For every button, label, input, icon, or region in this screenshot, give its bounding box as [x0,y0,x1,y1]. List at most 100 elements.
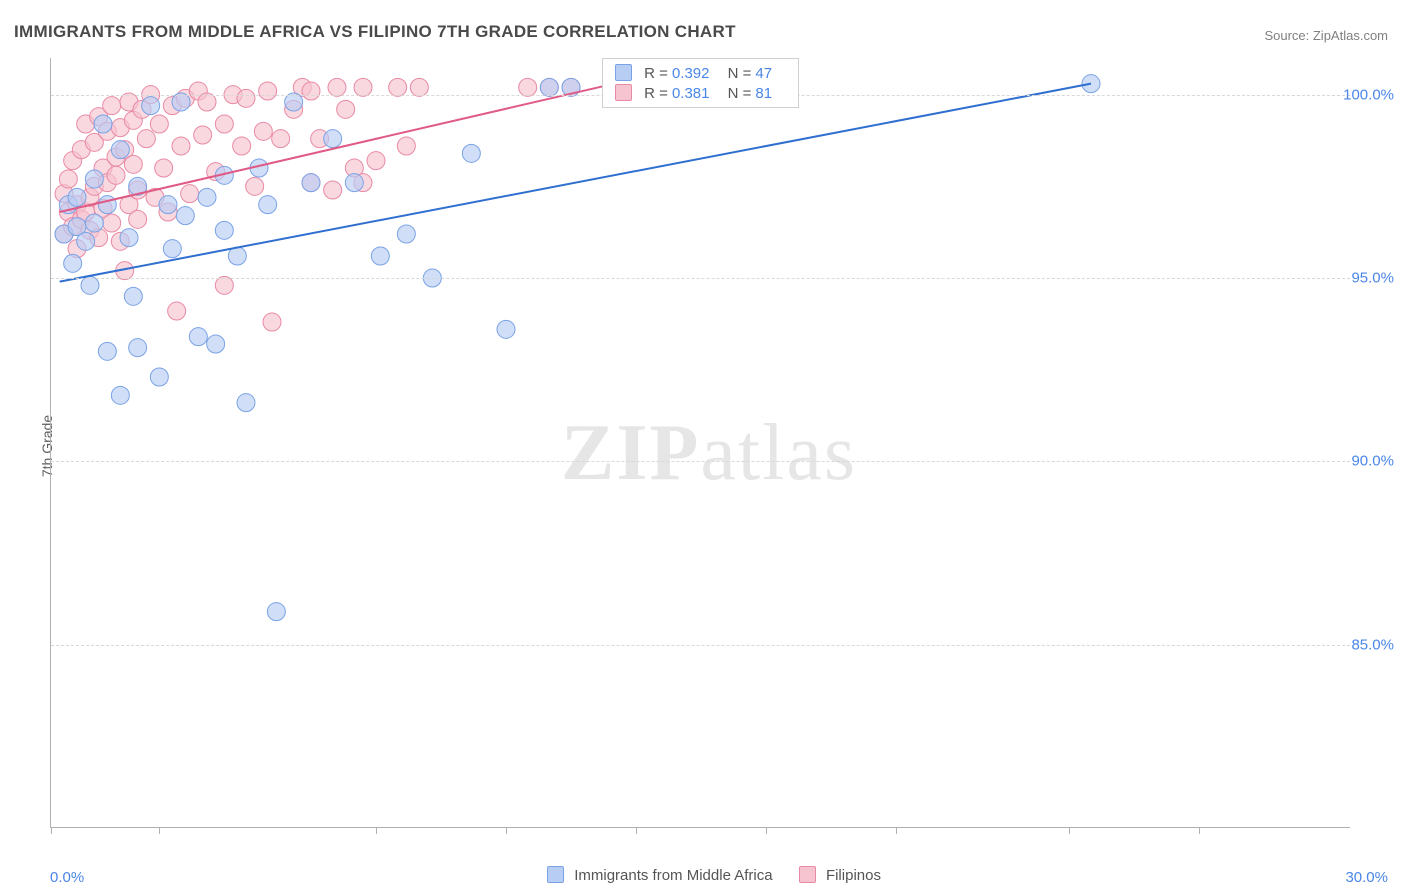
scatter-point-b [246,177,264,195]
scatter-point-a [129,339,147,357]
x-tick [896,827,897,834]
scatter-point-a [259,196,277,214]
x-tick [766,827,767,834]
x-tick [636,827,637,834]
stat-swatch [615,84,632,101]
scatter-point-a [142,97,160,115]
stat-row: R =0.381 N =81 [603,83,798,103]
x-tick [159,827,160,834]
scatter-point-a [77,232,95,250]
scatter-point-b [389,78,407,96]
y-tick-label: 95.0% [1351,270,1394,287]
scatter-point-b [215,276,233,294]
y-tick-label: 100.0% [1343,86,1394,103]
scatter-point-b [263,313,281,331]
stat-n-val: 81 [755,85,772,102]
scatter-point-b [337,100,355,118]
scatter-point-a [98,196,116,214]
scatter-point-b [397,137,415,155]
scatter-point-a [176,207,194,225]
scatter-point-a [497,320,515,338]
scatter-point-b [198,93,216,111]
trend-line [60,84,1091,282]
scatter-point-b [194,126,212,144]
scatter-point-a [462,144,480,162]
scatter-point-a [159,196,177,214]
scatter-point-b [302,82,320,100]
scatter-point-b [124,155,142,173]
scatter-point-a [345,174,363,192]
legend-swatch-a [547,866,564,883]
x-tick [51,827,52,834]
scatter-point-b [237,89,255,107]
scatter-point-b [59,170,77,188]
scatter-point-a [85,170,103,188]
stat-n-key: N = [728,85,752,102]
stat-r-key: R = [644,85,668,102]
gridline-h [51,461,1350,462]
scatter-point-a [215,221,233,239]
scatter-point-a [324,130,342,148]
scatter-point-a [397,225,415,243]
scatter-point-a [150,368,168,386]
scatter-point-b [150,115,168,133]
correlation-stat-box: R =0.392 N =47 R =0.381 N =81 [602,58,799,108]
scatter-point-a [198,188,216,206]
scatter-point-a [285,93,303,111]
scatter-point-b [181,185,199,203]
scatter-point-b [324,181,342,199]
source-attribution: Source: ZipAtlas.com [1264,28,1388,43]
scatter-point-a [172,93,190,111]
scatter-point-b [103,97,121,115]
scatter-point-a [111,386,129,404]
gridline-h [51,278,1350,279]
scatter-point-b [354,78,372,96]
scatter-point-a [540,78,558,96]
x-tick [376,827,377,834]
scatter-point-b [519,78,537,96]
scatter-point-a [120,229,138,247]
scatter-point-a [207,335,225,353]
scatter-point-b [107,166,125,184]
stat-r-val: 0.392 [672,65,710,82]
y-tick-label: 90.0% [1351,453,1394,470]
y-tick-label: 85.0% [1351,636,1394,653]
scatter-point-a [1082,75,1100,93]
scatter-point-b [103,214,121,232]
scatter-point-b [215,115,233,133]
scatter-point-a [94,115,112,133]
scatter-point-a [98,342,116,360]
stat-n-key: N = [728,65,752,82]
scatter-point-a [111,141,129,159]
x-tick [1069,827,1070,834]
scatter-point-b [168,302,186,320]
scatter-point-a [85,214,103,232]
x-tick [1199,827,1200,834]
scatter-point-b [254,122,272,140]
legend: Immigrants from Middle Africa Filipinos [0,866,1406,884]
stat-swatch [615,64,632,81]
stat-r-key: R = [644,65,668,82]
scatter-point-b [328,78,346,96]
scatter-point-a [68,188,86,206]
scatter-point-b [272,130,290,148]
stat-n-val: 47 [755,65,772,82]
scatter-point-b [172,137,190,155]
scatter-point-b [137,130,155,148]
scatter-point-b [367,152,385,170]
gridline-h [51,645,1350,646]
chart-title: IMMIGRANTS FROM MIDDLE AFRICA VS FILIPIN… [14,22,736,42]
chart-svg [51,58,1350,827]
stat-row: R =0.392 N =47 [603,63,798,83]
legend-label-a: Immigrants from Middle Africa [574,867,772,884]
scatter-point-b [129,210,147,228]
scatter-point-a [267,603,285,621]
x-tick [506,827,507,834]
scatter-point-b [410,78,428,96]
scatter-point-a [81,276,99,294]
scatter-point-a [64,254,82,272]
legend-label-b: Filipinos [826,867,881,884]
stat-r-val: 0.381 [672,85,710,102]
chart-plot-area: ZIPatlas R =0.392 N =47 R =0.381 N =81 [50,58,1350,828]
scatter-point-a [371,247,389,265]
